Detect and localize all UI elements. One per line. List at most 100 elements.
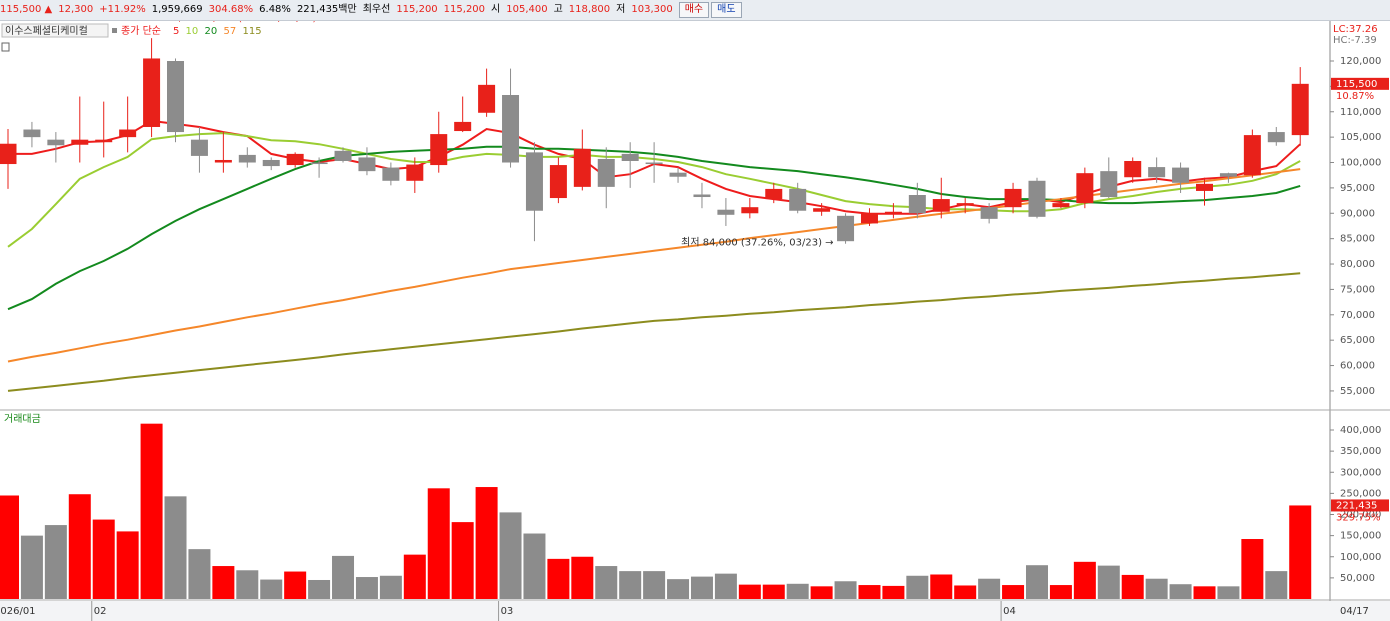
candle-body (95, 139, 113, 143)
volume-bar (355, 577, 378, 599)
candle-body (23, 129, 41, 138)
candle-body (908, 195, 926, 214)
y-tick-label: 55,000 (1340, 386, 1375, 397)
candle-body (478, 84, 496, 113)
candle-body (813, 208, 831, 212)
y-tick-label: 75,000 (1340, 284, 1375, 295)
y-tick-label: 60,000 (1340, 361, 1375, 372)
volume-bar (260, 579, 283, 599)
candle-body (980, 207, 998, 219)
y-tick-label: 95,000 (1340, 183, 1375, 194)
volume-bar (44, 525, 67, 599)
volume-bar (882, 585, 905, 599)
legend-prefix: 종가 단순 (121, 25, 161, 37)
turnover: 6.48% (259, 4, 291, 15)
background (0, 21, 1390, 621)
date-axis-bg (0, 601, 1390, 621)
change-rate: +11.92% (99, 4, 146, 15)
y-tick-label: 100,000 (1340, 158, 1381, 169)
ma-line (7, 272, 1301, 392)
candle-body (1124, 160, 1142, 178)
candle-body (1267, 132, 1285, 143)
volume-bar (403, 554, 426, 599)
trade-value: 221,435백만 (296, 4, 357, 15)
candle-body (1219, 173, 1237, 177)
open-label: 시 (491, 4, 501, 15)
last-value-tag (1331, 499, 1389, 512)
chart: 이수스페셜티케미컬 거래대금 LC:37.26 HC:-7.39 55,000 6… (0, 21, 1390, 621)
volume-bar (810, 586, 833, 599)
candle-body (454, 121, 472, 132)
volume-bar (1265, 571, 1288, 599)
last-value-label: 115,500 (1336, 79, 1377, 90)
hc-label: HC:-7.39 (1333, 35, 1377, 46)
volume-bar (1002, 585, 1025, 599)
volume-bar (1241, 539, 1264, 599)
volume-bar (523, 533, 546, 599)
volume-bar (164, 496, 187, 599)
candle-body (549, 165, 567, 199)
candle-body (597, 158, 615, 187)
volume-title: 거래대금 (4, 413, 41, 425)
volume-bar (284, 571, 307, 599)
x-tick-label: 03 (501, 606, 514, 617)
candle-body (789, 188, 807, 211)
y-tick-label: 400,000 (1340, 425, 1381, 436)
candle-body (1243, 135, 1261, 176)
toolbar: 115,500 ▲ 12,300 +11.92% 1,959,669 304.68% 6.… (0, 0, 1390, 21)
volume-bar (1145, 578, 1168, 599)
y-tick-label: 90,000 (1340, 208, 1375, 219)
volume-bar (92, 519, 115, 599)
candle-body (1076, 173, 1094, 204)
candle-body (765, 188, 783, 200)
candle-body (382, 167, 400, 181)
y-tick-label: 300,000 (1340, 467, 1381, 478)
y-tick-label: 200,000 (1340, 510, 1381, 521)
volume-bar (834, 581, 857, 599)
x-tick-label: 04 (1003, 606, 1016, 617)
sell-button[interactable]: 매도 (711, 2, 742, 18)
volume-bar (906, 575, 929, 599)
candle-body (621, 153, 639, 161)
ask: 115,200 (396, 4, 438, 15)
volume-bar (667, 579, 690, 599)
candle-body (47, 139, 65, 146)
y-tick-label: 50,000 (1340, 573, 1375, 584)
candle-body (71, 139, 89, 145)
high-label: 고 (553, 4, 563, 15)
candle-body (262, 159, 280, 167)
stock-name: 이수스페셜티케미컬 (5, 24, 88, 37)
candle-body (214, 159, 232, 163)
high: 118,800 (568, 4, 611, 15)
last-value-tag (1331, 77, 1389, 90)
volume-bar (690, 576, 713, 599)
candle-body (717, 209, 735, 215)
legend-entry: 115 (243, 26, 262, 37)
buy-button[interactable]: 매수 (678, 2, 710, 18)
volume-bar (1073, 561, 1096, 599)
volume-bar (595, 566, 618, 599)
volume-bar (978, 578, 1001, 599)
volume-bar (1121, 574, 1144, 599)
candle-body (238, 154, 256, 163)
volume-bar (1049, 585, 1072, 599)
volume-bar (212, 566, 235, 599)
candle-body (525, 152, 543, 211)
volume-bar (954, 585, 977, 599)
volume-bar (0, 495, 19, 599)
candle-body (1148, 167, 1166, 178)
y-tick-label: 65,000 (1340, 335, 1375, 346)
candle-body (1172, 167, 1190, 183)
candle-body (190, 139, 208, 156)
candle-body (358, 157, 376, 172)
y-tick-label: 110,000 (1340, 107, 1381, 118)
volume-ratio: 304.68% (208, 4, 254, 15)
legend-entry: 57 (224, 26, 237, 37)
volume-bar (188, 549, 211, 599)
candle-body (741, 207, 759, 214)
candle-body (645, 162, 663, 165)
volume-bar (714, 573, 737, 599)
candle-body (286, 153, 304, 166)
y-tick-label: 70,000 (1340, 310, 1375, 321)
annotation-high: ←최고 124,500 (-7.39%, 02/04) (164, 21, 317, 24)
